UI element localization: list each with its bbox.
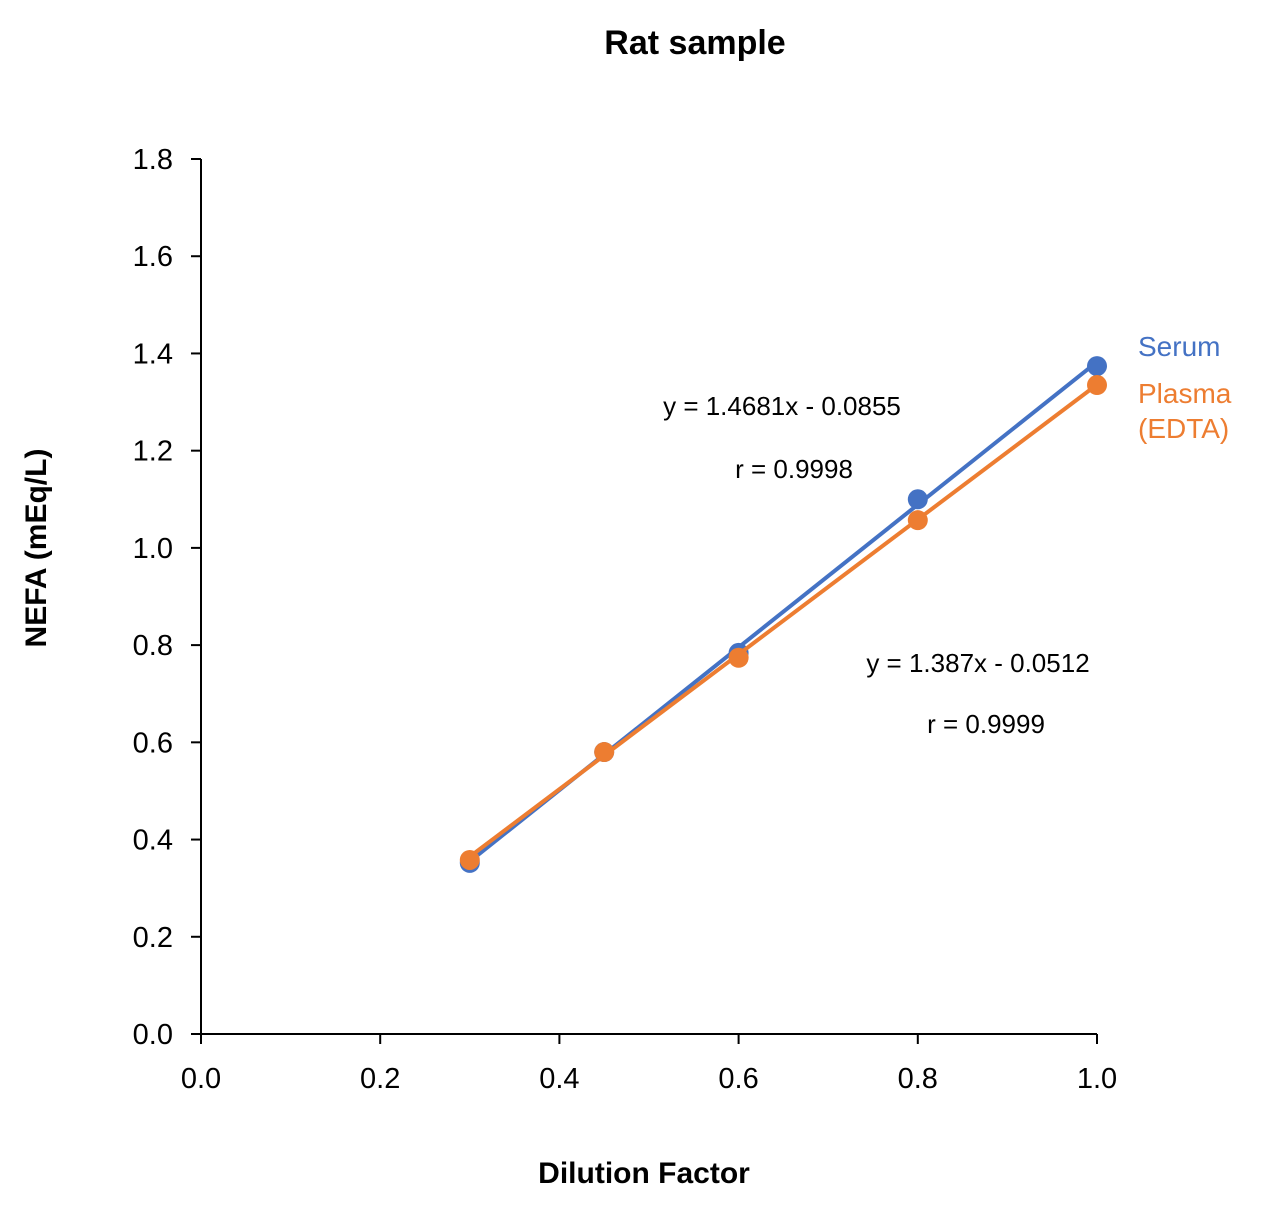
plasma-data-point xyxy=(907,510,928,531)
axes: 0.0 0.2 0.4 0.6 0.8 1.0 0.0 0.2 0.4 0.6 0.8 1.0 1.2 1… xyxy=(133,144,1117,1095)
y-tick-label: 0.8 xyxy=(133,630,173,662)
plot-area xyxy=(459,356,1107,873)
x-tick-label: 1.0 xyxy=(1077,1063,1117,1095)
plasma-data-point xyxy=(459,849,480,870)
x-axis-label: Dilution Factor xyxy=(538,1157,750,1190)
chart-title: Rat sample xyxy=(604,24,785,62)
y-tick-label: 0.4 xyxy=(133,825,173,857)
serum-data-point xyxy=(1087,356,1107,377)
y-tick-label: 1.6 xyxy=(133,241,173,273)
plasma-r-value: r = 0.9999 xyxy=(927,709,1045,739)
legend-serum: Serum xyxy=(1138,331,1220,362)
plasma-equation: y = 1.387x - 0.0512 xyxy=(866,648,1089,678)
legend-plasma-line2: (EDTA) xyxy=(1138,413,1229,444)
plasma-data-point xyxy=(1087,375,1107,396)
plasma-trendline xyxy=(468,383,1099,859)
serum-r-value: r = 0.9998 xyxy=(735,454,853,484)
x-tick-label: 0.2 xyxy=(360,1063,400,1095)
x-tick-label: 0.6 xyxy=(718,1063,758,1095)
serum-data-point xyxy=(907,489,928,510)
x-tick-label: 0.4 xyxy=(539,1063,579,1095)
y-tick-label: 0.6 xyxy=(133,727,173,759)
y-tick-label: 1.8 xyxy=(133,144,173,176)
serum-equation: y = 1.4681x - 0.0855 xyxy=(663,391,901,421)
y-tick-label: 1.4 xyxy=(133,338,173,370)
y-axis-label: NEFA (mEq/L) xyxy=(20,449,53,648)
x-tick-label: 0.0 xyxy=(181,1063,221,1095)
y-tick-label: 1.0 xyxy=(133,533,173,565)
plasma-data-point xyxy=(594,742,615,763)
legend-plasma-line1: Plasma xyxy=(1138,378,1232,409)
x-tick-label: 0.8 xyxy=(898,1063,938,1095)
y-tick-label: 1.2 xyxy=(133,436,173,468)
y-tick-label: 0.0 xyxy=(133,1019,173,1051)
plasma-data-point xyxy=(728,647,749,668)
y-tick-label: 0.2 xyxy=(133,922,173,954)
